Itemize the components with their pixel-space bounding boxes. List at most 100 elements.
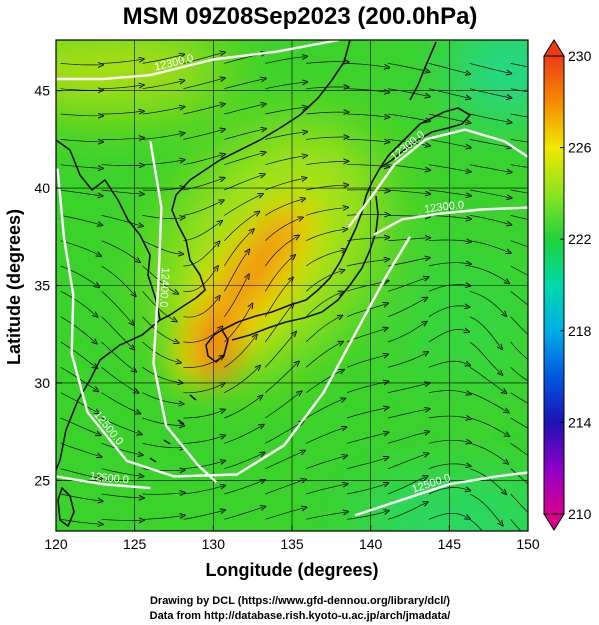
streamline (387, 113, 428, 121)
colorbar-min-arrow (543, 513, 565, 531)
streamline (101, 316, 133, 349)
streamline (347, 190, 387, 191)
streamline (265, 393, 300, 419)
streamline (224, 336, 255, 368)
contour-label: 12400.0 (157, 267, 171, 307)
colorbar-tick-label: 210 (568, 506, 592, 522)
streamline (101, 291, 133, 323)
streamline (347, 259, 387, 267)
streamline (223, 251, 248, 292)
x-tick-label: 145 (438, 536, 462, 552)
streamline (428, 416, 469, 418)
streamline (60, 265, 98, 286)
streamline (265, 199, 303, 216)
streamline (60, 468, 100, 479)
streamline (347, 88, 387, 93)
streamline (224, 481, 263, 495)
streamline (142, 341, 179, 362)
streamline (428, 263, 469, 266)
streamline (265, 256, 293, 292)
streamline (183, 486, 223, 495)
streamline (142, 417, 183, 426)
coastline-honshu (221, 167, 381, 331)
streamline (101, 111, 142, 114)
streamline (428, 512, 468, 519)
streamline (142, 240, 182, 254)
streamline (306, 484, 345, 495)
streamline (142, 316, 177, 343)
streamline (101, 417, 140, 434)
plot-area: 12300.012300.012300.012400.012500.012500… (56, 40, 528, 531)
streamline (101, 265, 135, 295)
streamline (510, 265, 528, 276)
streamline (60, 63, 101, 65)
colorbar-tick-label: 218 (568, 323, 592, 339)
contour-line (354, 471, 528, 517)
streamline (183, 328, 221, 343)
streamline (469, 113, 510, 122)
streamline (265, 107, 305, 115)
streamline (142, 493, 183, 495)
streamline (428, 391, 469, 394)
streamline (469, 88, 510, 98)
streamline (469, 240, 509, 253)
streamline (101, 367, 137, 392)
streamline (469, 139, 510, 147)
coastline-sakhalin (409, 41, 437, 101)
streamline (60, 493, 101, 501)
x-axis-title: Longitude (degrees) (205, 560, 378, 580)
streamline (387, 477, 426, 495)
streamline (101, 189, 142, 194)
streamline (469, 164, 510, 172)
streamline (183, 243, 218, 267)
streamline (510, 341, 528, 360)
streamline (510, 88, 528, 93)
streamline (428, 189, 469, 196)
streamline (60, 240, 99, 255)
map-title: MSM 09Z08Sep2023 (200.0hPa) (123, 3, 478, 30)
streamline (101, 392, 139, 413)
streamline (428, 306, 468, 317)
streamline (183, 179, 222, 191)
streamline (183, 53, 222, 64)
streamline (142, 160, 183, 166)
streamline (387, 454, 427, 470)
colorbar-max-arrow (543, 39, 565, 57)
streamline (224, 397, 260, 419)
streamline (265, 218, 301, 241)
streamline (387, 278, 427, 292)
streamline (305, 371, 342, 393)
streamline (347, 139, 387, 142)
streamline (142, 367, 181, 382)
streamline (264, 279, 291, 317)
streamline (265, 237, 297, 267)
contour-line (56, 40, 340, 81)
streamline (510, 493, 528, 513)
contour-line (347, 128, 528, 228)
streamline (347, 511, 387, 520)
streamline (469, 63, 510, 73)
streamline (428, 240, 469, 242)
streamline (306, 185, 346, 191)
y-tick-label: 35 (34, 278, 50, 294)
coastline-kyushu (205, 329, 229, 363)
streamline (306, 112, 346, 114)
streamline (183, 461, 223, 470)
streamline (510, 392, 528, 404)
streamline (265, 132, 305, 140)
streamline (306, 62, 346, 64)
streamline (346, 355, 386, 368)
contour-label: 12300.0 (423, 199, 464, 216)
streamline (142, 55, 183, 64)
streamline (101, 59, 142, 64)
contour-line (149, 141, 218, 484)
streamline (224, 367, 258, 394)
streamline (101, 165, 142, 166)
y-tick-label: 45 (34, 83, 50, 99)
streamline (347, 237, 387, 242)
streamline (469, 290, 505, 314)
streamline (224, 305, 251, 343)
streamline (265, 305, 292, 343)
streamline (305, 271, 342, 292)
wind-streamlines (60, 53, 528, 531)
